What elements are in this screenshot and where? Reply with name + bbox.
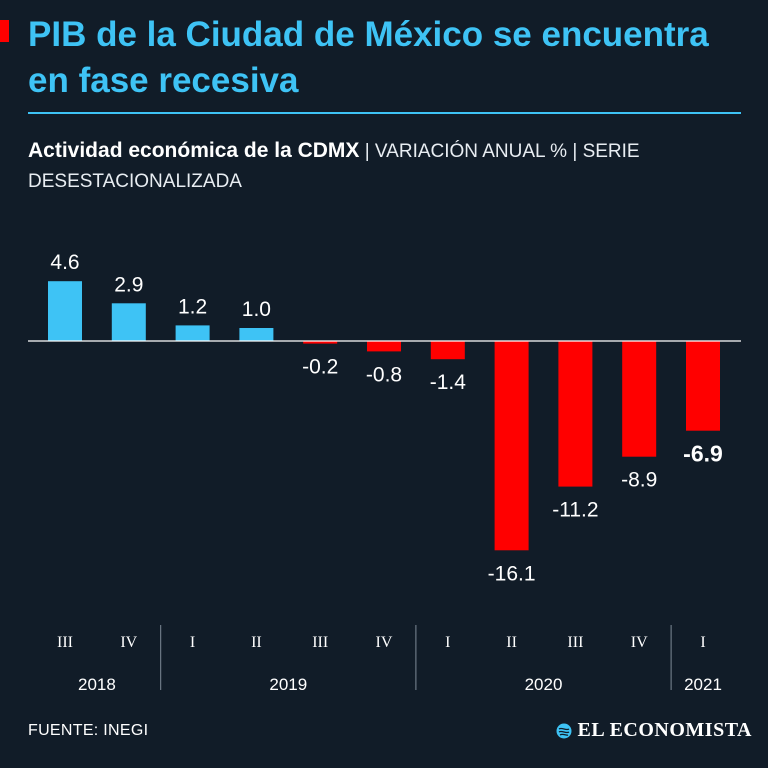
chart-title: Actividad económica de la CDMX [28,139,360,162]
year-label-2018: 2018 [78,675,116,694]
quarter-label-0: III [57,634,73,651]
brand-name: EL ECONOMISTA [577,719,752,741]
chart-units: | VARIACIÓN ANUAL % | SERIE DESESTACIONA… [28,141,640,192]
brand-mark-icon [556,723,571,738]
quarter-label-3: II [251,634,262,651]
page-title: PIB de la Ciudad de México se encuentra … [28,15,709,100]
brand-logo: EL ECONOMISTA [556,719,753,742]
quarter-label-5: IV [376,634,393,651]
data-label-0: 4.6 [50,251,79,274]
year-label-2019: 2019 [269,675,307,694]
data-label-8: -11.2 [552,499,598,522]
bar-8 [558,341,593,487]
bar-4 [303,341,338,344]
bar-2 [175,325,210,341]
bar-5 [367,341,401,352]
bar-3 [239,328,274,341]
source-note: FUENTE: INEGI [28,722,149,739]
data-label-3: 1.0 [242,298,271,321]
quarter-label-7: II [506,634,517,651]
data-label-7: -16.1 [488,562,536,585]
bar-7 [494,341,529,551]
data-label-1: 2.9 [114,273,143,296]
quarter-label-10: I [700,634,705,651]
title-accent-bar [0,20,9,42]
quarter-label-6: I [445,634,450,651]
quarter-label-9: IV [631,634,648,651]
title-divider [28,112,741,114]
data-label-10: -6.9 [683,441,723,467]
year-label-2020: 2020 [525,675,563,694]
quarter-label-2: I [190,634,195,651]
bar-0 [48,281,82,341]
bar-6 [430,341,465,360]
data-label-2: 1.2 [178,295,207,318]
data-label-5: -0.8 [366,363,402,386]
data-label-4: -0.2 [302,356,338,379]
quarter-label-1: IV [120,634,137,651]
bar-1 [111,303,146,341]
quarter-label-4: III [312,634,328,651]
chart-subtitle: Actividad económica de la CDMX | VARIACI… [28,136,743,197]
bar-10 [686,341,720,431]
bar-9 [622,341,657,457]
data-label-9: -8.9 [621,469,657,492]
data-label-6: -1.4 [430,371,467,394]
quarter-label-8: III [567,634,583,651]
year-label-2021: 2021 [684,675,722,694]
